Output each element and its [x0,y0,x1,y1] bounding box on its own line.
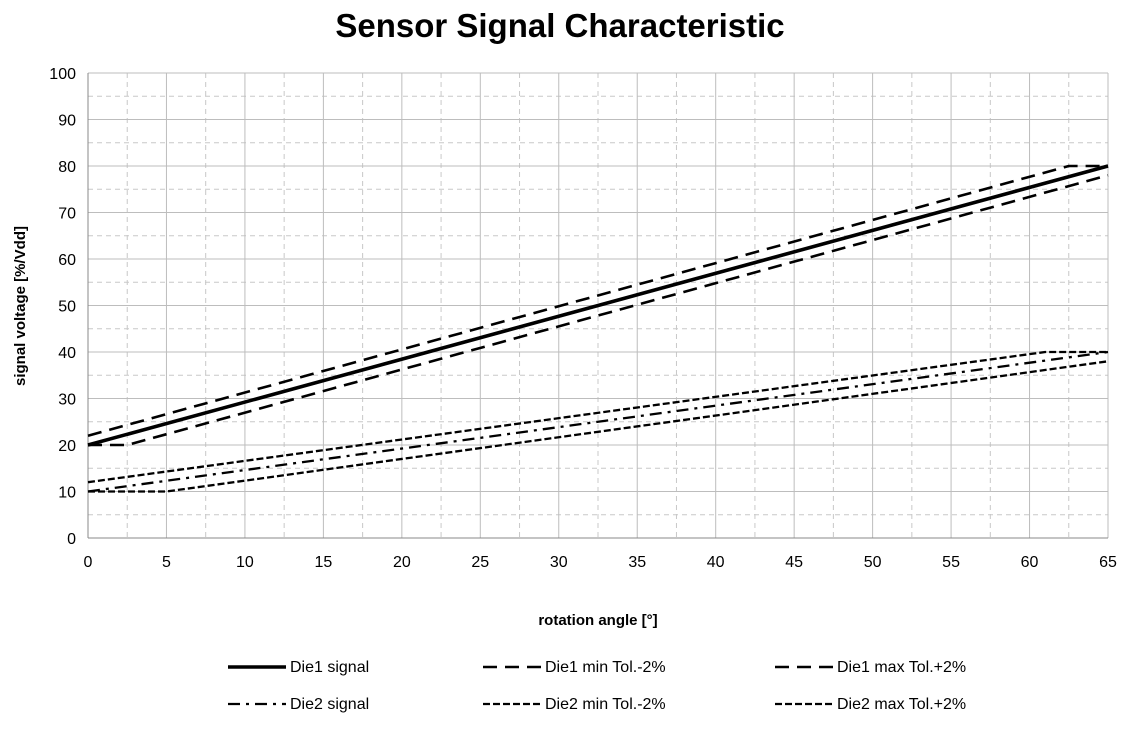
x-tick-label: 25 [471,554,489,571]
y-tick-label: 0 [67,531,76,548]
x-tick-label: 0 [84,554,93,571]
x-tick-label: 15 [314,554,332,571]
y-tick-label: 40 [58,345,76,362]
x-axis-label: rotation angle [°] [538,612,657,629]
y-axis-label: signal voltage [%/Vdd] [12,226,29,386]
x-tick-label: 50 [864,554,882,571]
x-tick-label: 60 [1021,554,1039,571]
y-tick-label: 100 [49,66,76,83]
legend: Die1 signal Die1 min Tol.-2% Die1 max Tol.… [228,659,966,713]
axes [87,73,1108,539]
series-line-3 [87,164,1108,437]
y-tick-label: 10 [58,485,76,502]
legend-label: Die1 signal [290,659,369,676]
x-tick-label: 5 [162,554,171,571]
x-tick-label: 20 [393,554,411,571]
legend-label: Die1 min Tol.-2% [545,659,666,676]
y-tick-label: 60 [58,252,76,269]
tick-labels: 0 5 10 15 20 25 30 35 40 45 50 55 60 65 0 10 20 30 40 50 60 7… [49,66,1117,571]
legend-label: Die2 max Tol.+2% [837,696,966,713]
series-line-2 [88,174,1109,447]
legend-label: Die1 max Tol.+2% [837,659,966,676]
y-tick-label: 50 [58,299,76,316]
y-tick-label: 70 [58,206,76,223]
series-line-4 [87,350,1109,493]
legend-label: Die2 min Tol.-2% [545,696,666,713]
x-tick-label: 55 [942,554,960,571]
y-tick-label: 90 [58,113,76,130]
series-lines [87,164,1109,493]
x-tick-label: 40 [707,554,725,571]
y-tick-label: 80 [58,159,76,176]
legend-label: Die2 signal [290,696,369,713]
x-tick-label: 65 [1099,554,1117,571]
x-tick-label: 30 [550,554,568,571]
series-line-1 [87,164,1109,447]
y-tick-label: 20 [58,438,76,455]
x-tick-label: 10 [236,554,254,571]
y-tick-label: 30 [58,392,76,409]
series-line-6 [87,350,1108,484]
x-tick-label: 35 [628,554,646,571]
chart-title: Sensor Signal Characteristic [335,7,784,44]
x-tick-label: 45 [785,554,803,571]
series-line-5 [88,360,1109,493]
